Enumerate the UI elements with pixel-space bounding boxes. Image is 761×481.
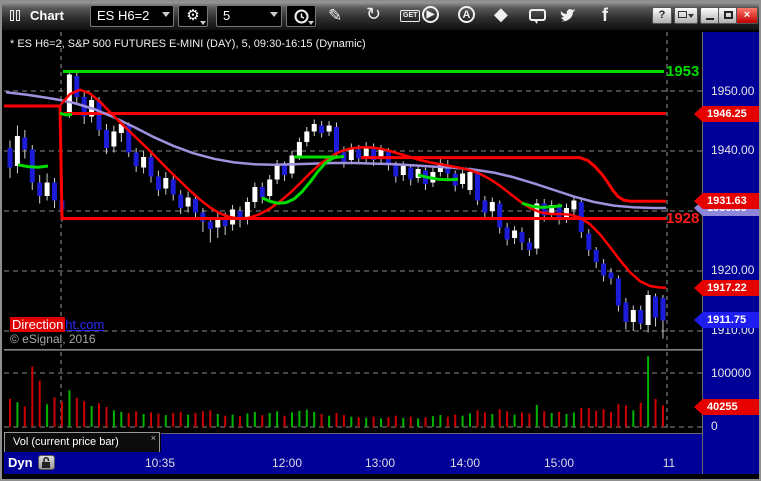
price-tag: 1917.22 bbox=[694, 280, 759, 296]
tab-close-icon[interactable]: × bbox=[150, 433, 156, 443]
price-axis[interactable]: 1950.001940.001920.001910.0010000001930.… bbox=[694, 32, 759, 474]
price-tag: 1911.75 bbox=[694, 312, 759, 328]
chart-client-area bbox=[4, 32, 759, 479]
diamond-arrows-icon[interactable]: ◆ bbox=[494, 4, 508, 24]
get-icon[interactable]: GET bbox=[400, 10, 421, 22]
settings-button[interactable]: ⚙ bbox=[178, 5, 208, 27]
price-tag: 1931.63 bbox=[694, 193, 759, 209]
clock-icon bbox=[294, 9, 308, 24]
twitter-icon[interactable] bbox=[560, 9, 580, 24]
time-label: 10:35 bbox=[144, 456, 176, 470]
price-grid-label: 1920.00 bbox=[711, 263, 755, 277]
support-level-label: 1928 bbox=[666, 210, 700, 227]
volume-grid-label: 0 bbox=[711, 419, 718, 433]
maximize-button[interactable] bbox=[718, 7, 738, 24]
interval-input[interactable]: 5 bbox=[216, 5, 282, 27]
time-label: 13:00 bbox=[364, 456, 396, 470]
lock-button[interactable] bbox=[38, 455, 55, 470]
padlock-icon bbox=[42, 457, 50, 468]
price-grid-label: 1950.00 bbox=[711, 84, 755, 98]
price-pane-canvas[interactable] bbox=[4, 32, 702, 350]
titlebar[interactable]: Chart ES H6=2 ⚙ 5 ✎ ↻ GET ▶ A ◆ bbox=[2, 2, 759, 30]
chart-header-text: * ES H6=2, S&P 500 FUTURES E-MINI (DAY),… bbox=[10, 38, 366, 50]
symbol-dropdown-icon[interactable] bbox=[162, 12, 170, 17]
chat-icon[interactable] bbox=[529, 9, 546, 24]
tab-row-filler bbox=[161, 433, 702, 452]
window-title: Chart bbox=[30, 8, 64, 23]
time-label: 12:00 bbox=[271, 456, 303, 470]
volume-pane-tab-label: Vol (current price bar) bbox=[13, 436, 119, 448]
chart-app-icon bbox=[10, 10, 24, 22]
price-tag: 1946.25 bbox=[694, 106, 759, 122]
popout-button[interactable] bbox=[674, 7, 698, 24]
pencil-icon[interactable]: ✎ bbox=[328, 6, 343, 25]
gear-icon: ⚙ bbox=[186, 7, 200, 24]
resistance-level-label: 1953 bbox=[666, 63, 700, 80]
time-template-button[interactable] bbox=[286, 5, 316, 27]
play-icon[interactable]: ▶ bbox=[422, 6, 439, 23]
watermark: Direction ht.com bbox=[10, 317, 104, 332]
redo-icon[interactable]: ↻ bbox=[366, 4, 382, 24]
symbol-input[interactable]: ES H6=2 bbox=[90, 5, 174, 27]
time-label: 15:00 bbox=[543, 456, 575, 470]
price-grid-label: 1940.00 bbox=[711, 143, 755, 157]
watermark-red-text: Direction bbox=[10, 317, 66, 332]
minimize-button[interactable] bbox=[700, 7, 720, 24]
close-button[interactable]: × bbox=[736, 7, 758, 24]
time-dropdown-icon[interactable] bbox=[308, 21, 314, 25]
interval-value: 5 bbox=[223, 8, 231, 23]
volume-pane-tab[interactable]: Vol (current price bar) × bbox=[4, 432, 160, 452]
volume-pane-canvas[interactable] bbox=[4, 352, 702, 432]
volume-grid-label: 100000 bbox=[711, 366, 752, 380]
interval-dropdown-icon[interactable] bbox=[270, 12, 278, 17]
time-label: 14:00 bbox=[449, 456, 481, 470]
pane-separator[interactable] bbox=[4, 349, 759, 351]
auto-format-icon[interactable]: A bbox=[458, 6, 475, 23]
time-axis[interactable]: Dyn 10:35 12:00 13:00 14:00 15:00 11 bbox=[4, 452, 759, 474]
dynamic-mode-label[interactable]: Dyn bbox=[8, 455, 33, 470]
copyright-text: © eSignal, 2016 bbox=[10, 332, 96, 346]
symbol-value: ES H6=2 bbox=[97, 8, 150, 23]
settings-dropdown-icon[interactable] bbox=[200, 21, 206, 25]
facebook-icon[interactable]: f bbox=[602, 5, 608, 25]
help-button[interactable]: ? bbox=[652, 7, 672, 24]
watermark-link[interactable]: ht.com bbox=[65, 317, 105, 332]
volume-tag: 40255 bbox=[694, 399, 759, 415]
time-label: 11 bbox=[662, 456, 676, 470]
